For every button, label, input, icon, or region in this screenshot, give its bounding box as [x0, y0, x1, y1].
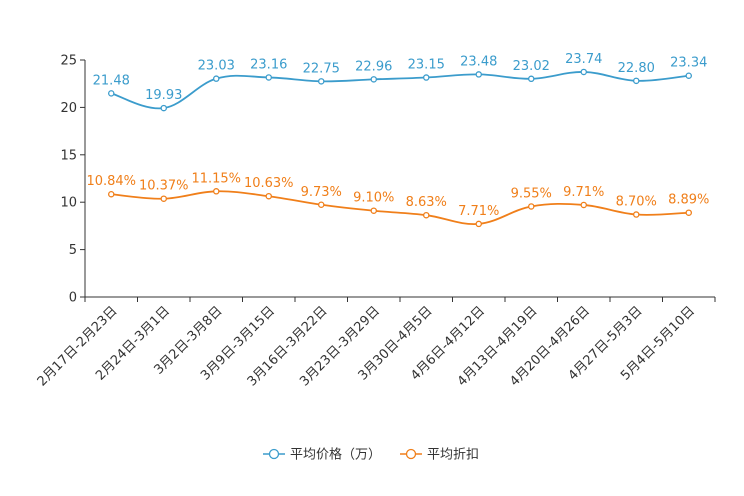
data-point [317, 78, 325, 85]
data-label: 8.70% [616, 195, 657, 210]
y-tick-label: 5 [69, 243, 77, 258]
data-point [475, 220, 482, 228]
data-point [265, 74, 272, 81]
data-label: 23.34 [670, 56, 707, 71]
data-point [160, 104, 167, 112]
data-label: 22.96 [355, 59, 392, 74]
data-point [685, 209, 693, 216]
legend-marker-1 [405, 448, 417, 460]
legend-label-0: 平均价格（万） [290, 447, 381, 463]
data-point [265, 192, 272, 200]
data-label: 9.55% [511, 186, 552, 201]
legend-marker-0 [268, 448, 280, 460]
data-label: 23.16 [250, 57, 287, 72]
data-point [685, 72, 693, 79]
data-label: 9.10% [353, 191, 394, 206]
legend-label-1: 平均折扣 [427, 448, 479, 463]
data-label: 22.75 [303, 61, 340, 76]
y-tick-label: 20 [60, 101, 77, 116]
y-tick-label: 10 [60, 196, 77, 211]
data-label: 10.84% [86, 174, 136, 189]
data-point [160, 195, 167, 202]
data-label: 7.71% [458, 204, 499, 219]
y-tick-label: 0 [69, 291, 77, 306]
data-point [108, 90, 115, 97]
data-point [370, 207, 377, 214]
data-label: 10.37% [139, 179, 189, 194]
data-label: 23.74 [565, 52, 602, 67]
data-label: 22.80 [618, 61, 655, 76]
data-label: 23.48 [460, 54, 497, 69]
data-label: 23.15 [408, 58, 445, 73]
data-label: 11.15% [191, 171, 241, 186]
data-point [108, 190, 115, 198]
data-point [370, 76, 377, 83]
data-point [528, 75, 535, 83]
series-line-0 [110, 71, 689, 110]
data-label: 19.93 [145, 88, 182, 103]
data-label: 9.71% [563, 185, 604, 200]
data-point [317, 201, 325, 209]
data-point [212, 75, 220, 82]
data-label: 9.73% [301, 185, 342, 200]
y-tick-label: 15 [60, 148, 77, 163]
data-label: 8.63% [406, 195, 447, 210]
data-label: 21.48 [93, 73, 130, 88]
data-point [528, 203, 535, 210]
data-point [580, 201, 588, 209]
data-label: 23.03 [198, 59, 235, 74]
data-point [580, 68, 588, 76]
data-point [475, 71, 482, 78]
data-point [422, 74, 430, 81]
data-point [633, 77, 640, 85]
series-line-1 [111, 190, 689, 225]
data-label: 8.89% [668, 193, 709, 208]
data-label: 23.02 [513, 59, 550, 74]
data-point [212, 188, 220, 195]
data-label: 10.63% [244, 176, 294, 191]
data-point [422, 211, 430, 219]
data-point [633, 211, 640, 218]
y-tick-label: 25 [60, 54, 77, 69]
